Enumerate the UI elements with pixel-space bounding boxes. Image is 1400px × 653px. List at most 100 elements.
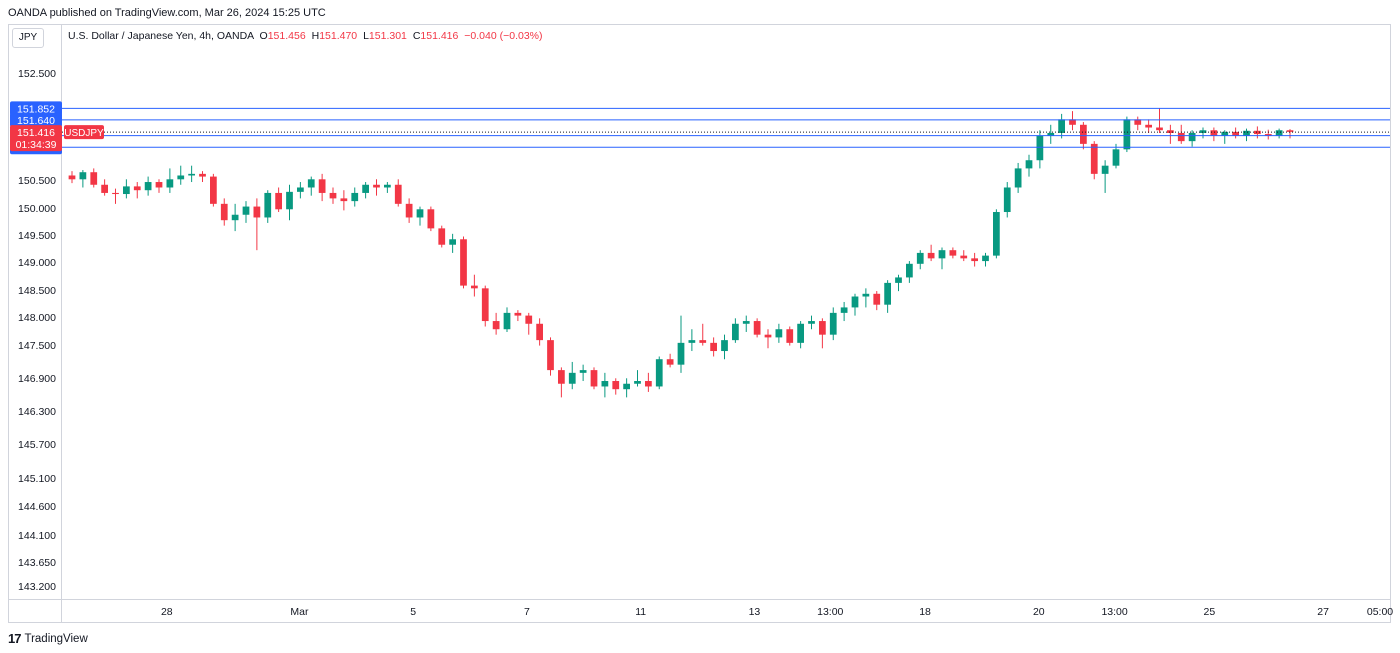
y-tick-label: 145.700 <box>18 439 56 451</box>
price-level-label: 151.640 <box>17 115 55 127</box>
candle <box>144 176 152 196</box>
candle-body <box>307 179 315 188</box>
candle <box>188 165 195 183</box>
candle <box>916 250 924 270</box>
candle-body <box>1156 127 1163 131</box>
candle <box>1210 127 1218 142</box>
candle-body <box>177 175 185 180</box>
candle <box>297 182 304 199</box>
candle-body <box>1123 119 1131 150</box>
candle <box>318 173 326 202</box>
tradingview-logo-icon: 17 <box>8 631 22 646</box>
candle-body <box>286 191 293 210</box>
candle <box>666 353 674 368</box>
candle <box>384 182 391 193</box>
y-tick-label: 144.600 <box>18 501 56 513</box>
y-tick-label: 146.900 <box>18 373 56 385</box>
candle-body <box>1058 119 1065 133</box>
x-tick-label: 28 <box>161 606 173 618</box>
candle-body <box>1036 135 1044 161</box>
candle-body <box>1264 134 1272 136</box>
candle-body <box>351 192 359 202</box>
candle <box>460 236 467 289</box>
candle-body <box>525 315 533 324</box>
candle <box>1188 130 1196 147</box>
candle <box>655 356 663 390</box>
legend-title: U.S. Dollar / Japanese Yen, 4h, OANDA <box>68 30 254 42</box>
candle-body <box>1080 124 1087 144</box>
candle-body <box>862 293 870 297</box>
candle <box>1058 113 1065 139</box>
candle <box>166 168 174 193</box>
legend-low-label: L <box>363 30 369 42</box>
candle-body <box>710 342 717 352</box>
candle-body <box>699 340 707 343</box>
candle-body <box>634 381 641 384</box>
candle <box>264 190 272 223</box>
candle <box>993 209 1000 259</box>
currency-selector[interactable]: JPY <box>12 28 44 48</box>
candle <box>547 337 554 376</box>
candle-body <box>492 321 500 330</box>
legend-high-label: H <box>311 30 320 42</box>
candle <box>634 370 641 387</box>
candle <box>1243 128 1250 142</box>
y-tick-label: 152.500 <box>18 68 56 80</box>
candle <box>307 176 315 196</box>
candle-body <box>155 182 163 188</box>
candle <box>775 323 783 343</box>
candle <box>1112 143 1120 169</box>
candle <box>579 364 587 382</box>
candle <box>786 326 794 346</box>
candle-body <box>1167 130 1174 133</box>
candle-body <box>242 206 250 215</box>
y-tick-label: 149.000 <box>18 257 56 269</box>
candle <box>79 170 87 188</box>
candle-body <box>753 321 761 335</box>
candle <box>1047 124 1055 144</box>
candle-body <box>612 381 620 390</box>
candle <box>623 378 630 398</box>
candle <box>819 318 826 349</box>
candle-body <box>547 340 554 371</box>
y-tick-label: 150.000 <box>18 203 56 215</box>
candle-body <box>949 250 957 256</box>
candle <box>938 247 946 270</box>
candle <box>1286 129 1294 139</box>
y-tick-label: 143.200 <box>18 581 56 593</box>
candle-body <box>916 252 924 264</box>
candle-body <box>481 288 489 322</box>
candle <box>971 252 978 267</box>
candle-body <box>960 255 968 259</box>
candle-body <box>133 186 141 191</box>
candle <box>753 318 761 338</box>
countdown-label: 01:34:39 <box>16 139 57 151</box>
candle-body <box>742 321 750 324</box>
candle-body <box>1003 187 1011 213</box>
legend-low: 151.301 <box>368 30 407 42</box>
candle <box>710 337 717 357</box>
symbol-legend: U.S. Dollar / Japanese Yen, 4h, OANDA O1… <box>68 30 543 42</box>
candle-body <box>188 173 195 176</box>
candle <box>906 261 913 283</box>
candle-body <box>732 323 739 341</box>
tradingview-footer: 17 TradingView <box>8 631 88 646</box>
candle-body <box>166 179 174 188</box>
last-price-tag <box>10 125 62 152</box>
candle-body <box>460 239 467 286</box>
candle <box>492 312 500 335</box>
legend-close-label: C <box>412 30 421 42</box>
candle-body <box>68 175 76 180</box>
candle <box>829 307 837 341</box>
candle <box>840 301 848 322</box>
candle-body <box>884 282 891 305</box>
symbol-tag <box>64 125 104 140</box>
candle <box>862 288 870 308</box>
candle <box>286 184 293 221</box>
candle-body <box>775 329 783 338</box>
candle-body <box>405 203 413 218</box>
candle-body <box>1014 168 1022 188</box>
candle <box>568 361 576 390</box>
candle-body <box>394 184 402 204</box>
